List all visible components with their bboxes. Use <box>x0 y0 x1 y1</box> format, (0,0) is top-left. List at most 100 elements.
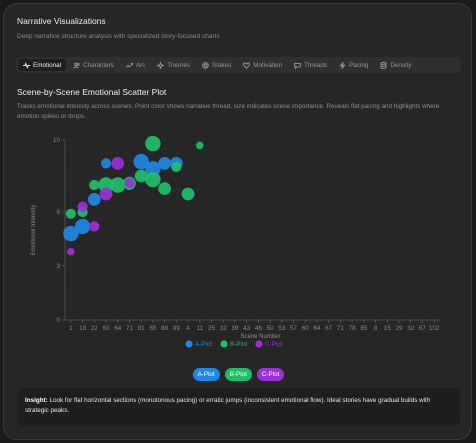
x-tick-label: 39 <box>231 325 239 332</box>
y-tick-label: 0 <box>56 317 60 324</box>
tab-arc[interactable]: Arc <box>121 59 150 71</box>
data-point-b-plot <box>89 179 100 191</box>
pill-a-plot[interactable]: A-Plot <box>192 368 220 381</box>
pulse-icon <box>23 61 30 69</box>
data-point-b-plot <box>110 177 126 193</box>
tab-themes[interactable]: Themes <box>152 59 195 71</box>
chart-title: Scene-by-Scene Emotional Scatter Plot <box>17 87 167 97</box>
pill-c-plot[interactable]: C-Plot <box>256 368 285 381</box>
bolt-icon <box>339 61 346 69</box>
x-tick-label: 78 <box>349 325 357 332</box>
page-subtitle: Deep narrative structure analysis with s… <box>17 33 220 40</box>
y-axis-label: Emotional Intensity <box>31 205 37 256</box>
heart-icon <box>243 61 251 69</box>
x-tick-label: 81 <box>138 325 146 332</box>
data-point-b-plot <box>181 187 195 201</box>
legend-marker <box>185 340 193 348</box>
legend-label: A-Plot <box>195 341 212 348</box>
x-tick-label: 57 <box>290 325 298 332</box>
data-point-a-plot <box>133 153 149 170</box>
x-tick-label: 11 <box>196 325 203 332</box>
data-point-c-plot <box>67 247 75 256</box>
legend-marker <box>255 340 263 348</box>
tab-density[interactable]: Density <box>375 59 416 71</box>
y-tick-label: 10 <box>53 137 61 144</box>
tab-label: Motivation <box>253 61 282 69</box>
x-tick-label: 46 <box>255 325 263 332</box>
x-axis-label: Scene Number <box>240 334 280 340</box>
x-tick-label: 15 <box>384 325 392 332</box>
x-tick-label: 32 <box>220 325 228 332</box>
x-tick-label: 64 <box>114 325 122 332</box>
page-title: Narrative Visualizations <box>17 16 106 26</box>
data-point-a-plot <box>87 193 101 206</box>
data-point-a-plot <box>158 157 172 170</box>
x-tick-label: 85 <box>360 325 368 332</box>
x-tick-label: 4 <box>186 325 190 332</box>
x-tick-label: 67 <box>419 325 427 332</box>
legend-label: C-Plot <box>265 341 283 348</box>
x-tick-label: 88 <box>161 325 169 332</box>
x-tick-label: 43 <box>243 325 251 332</box>
data-point-b-plot <box>98 177 114 193</box>
data-point-b-plot <box>65 208 76 219</box>
data-point-b-plot <box>145 135 161 152</box>
insight-label: Insight: <box>25 397 48 404</box>
data-point-b-plot <box>145 171 161 188</box>
data-point-a-plot <box>145 161 161 177</box>
tab-pacing[interactable]: Pacing <box>334 59 373 71</box>
x-tick-label: 8 <box>374 325 378 332</box>
x-tick-label: 85 <box>149 325 157 332</box>
pill-b-plot[interactable]: B-Plot <box>224 368 252 381</box>
x-tick-label: 25 <box>208 325 216 332</box>
tab-label: Threads <box>303 61 328 69</box>
tab-label: Arc <box>135 61 146 69</box>
tab-emotional[interactable]: Emotional <box>18 59 67 71</box>
x-tick-label: 1 <box>69 325 73 332</box>
tab-motivation[interactable]: Motivation <box>238 59 287 71</box>
x-tick-label: 50 <box>267 325 275 332</box>
x-tick-label: 32 <box>407 325 415 332</box>
users-icon <box>73 62 80 68</box>
x-tick-label: 102 <box>429 325 440 332</box>
data-point-c-plot <box>89 221 100 232</box>
data-point-c-plot <box>99 187 113 201</box>
x-tick-label: 60 <box>302 325 310 332</box>
x-tick-label: 71 <box>126 325 134 332</box>
data-point-a-plot <box>74 218 91 235</box>
tab-stakes[interactable]: Stakes <box>197 59 236 71</box>
insight-box: Insight: Look for flat horizontal sectio… <box>17 388 460 426</box>
tab-label: Pacing <box>349 61 369 69</box>
tab-label: Stakes <box>212 61 232 69</box>
database-icon <box>380 61 387 69</box>
data-point-b-plot <box>171 161 182 173</box>
x-tick-label: 53 <box>278 325 286 332</box>
tab-threads[interactable]: Threads <box>289 59 332 71</box>
data-point-c-plot <box>124 178 135 189</box>
x-tick-label: 71 <box>337 325 345 332</box>
chart-description: Tracks emotional intensity across scenes… <box>17 103 440 120</box>
tab-label: Density <box>390 61 412 69</box>
x-tick-label: 60 <box>103 325 111 332</box>
x-tick-label: 99 <box>173 325 181 332</box>
legend-label: B-Plot <box>230 341 247 348</box>
trend-icon <box>125 62 133 68</box>
data-point-b-plot <box>158 182 172 196</box>
tab-characters[interactable]: Characters <box>68 59 119 71</box>
y-tick-label: 3 <box>56 263 60 270</box>
data-point-a-plot <box>100 158 112 169</box>
data-point-b-plot <box>195 141 204 150</box>
y-tick-label: 6 <box>56 209 60 216</box>
insight-text: Look for flat horizontal sections (monot… <box>25 397 431 414</box>
legend-marker <box>220 340 228 348</box>
x-tick-label: 29 <box>395 325 403 332</box>
tab-label: Themes <box>167 61 191 69</box>
thread-pills: A-Plot B-Plot C-Plot <box>4 368 471 381</box>
tab-label: Emotional <box>33 61 62 69</box>
app-window: Narrative Visualizations Deep narrative … <box>3 3 472 440</box>
data-point-a-plot <box>63 225 79 242</box>
chat-icon <box>294 62 301 69</box>
x-tick-label: 18 <box>79 325 87 332</box>
data-point-b-plot <box>134 169 148 183</box>
